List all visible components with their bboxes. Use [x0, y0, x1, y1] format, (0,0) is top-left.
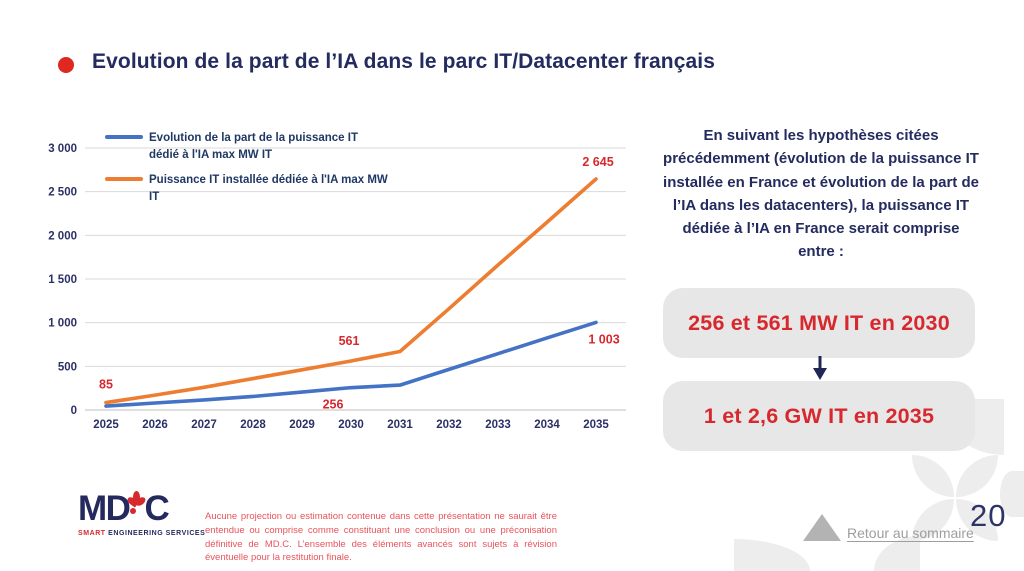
y-tick-label: 3 000: [48, 143, 77, 155]
series-line-1: [104, 177, 598, 405]
legend-item-orange: Puissance IT installée dédiée à l'IA max…: [105, 172, 391, 205]
petal-decoration: [734, 399, 1024, 571]
legend-label: Evolution de la part de la puissance IT …: [149, 132, 358, 161]
data-label: 2 645: [582, 155, 613, 169]
x-tick-label: 2031: [387, 419, 413, 431]
legend-item-blue: Evolution de la part de la puissance IT …: [105, 130, 391, 163]
x-tick-label: 2032: [436, 419, 462, 431]
triangle-icon: [803, 514, 841, 541]
legend-label: Puissance IT installée dédiée à l'IA max…: [149, 174, 388, 204]
logo-tagline: SMART ENGINEERING SERVICES: [78, 530, 205, 537]
logo-tagline-smart: SMART: [78, 530, 106, 537]
logo-md-text: MD: [78, 489, 131, 528]
legend-swatch-orange-line: [105, 177, 143, 182]
chart-canvas: 0 500 1 000 1 500 2 000 2 500 3 000 2025 2026 202…: [48, 143, 626, 431]
x-tick-label: 2028: [240, 419, 266, 431]
petal-shape: [912, 455, 954, 497]
mdc-flower-icon: [126, 491, 148, 521]
x-tick-label: 2026: [142, 419, 168, 431]
x-tick-label: 2035: [583, 419, 609, 431]
result-2030-text: 256 et 561 MW IT en 2030: [688, 310, 950, 335]
logo-c-text: C: [144, 489, 169, 528]
data-label: 1 003: [588, 332, 619, 346]
y-tick-label: 500: [58, 361, 77, 373]
down-arrow-icon: [813, 356, 827, 380]
petal-shape: [1000, 471, 1024, 517]
hypothesis-paragraph: En suivant les hypothèses citées précéde…: [663, 127, 979, 261]
result-box-2035: 1 et 2,6 GW IT en 2035: [663, 381, 975, 451]
x-tick-label: 2033: [485, 419, 511, 431]
series-line-0: [104, 320, 598, 408]
result-box-2030: 256 et 561 MW IT en 2030: [663, 288, 975, 358]
page-title: Evolution de la part de l’IA dans le par…: [92, 50, 715, 73]
y-tick-label: 2 000: [48, 230, 77, 242]
logo-tagline-rest: ENGINEERING SERVICES: [105, 530, 206, 537]
result-2035-text: 1 et 2,6 GW IT en 2035: [703, 403, 935, 428]
back-to-summary-link[interactable]: Retour au sommaire: [847, 525, 974, 541]
petal-shape: [956, 455, 998, 497]
petal-shape: [874, 536, 920, 571]
y-tick-label: 1 500: [48, 274, 77, 286]
bullet-dot-icon: [58, 57, 74, 73]
x-tick-label: 2029: [289, 419, 315, 431]
data-label: 561: [339, 334, 360, 348]
x-tick-label: 2025: [93, 419, 119, 431]
disclaimer-text: Aucune projection ou estimation contenue…: [205, 511, 557, 564]
x-tick-label: 2027: [191, 419, 217, 431]
page-number: 20: [970, 498, 1007, 533]
chart-area: 0 500 1 000 1 500 2 000 2 500 3 000 2025 2026 202…: [20, 115, 660, 450]
y-tick-label: 2 500: [48, 187, 77, 199]
petal-shape: [734, 539, 810, 571]
x-tick-label: 2034: [534, 419, 560, 431]
mdc-logo: MD C SMART ENGINEERING SERVICES: [78, 491, 205, 537]
y-tick-label: 0: [71, 405, 77, 417]
y-tick-label: 1 000: [48, 318, 77, 330]
legend-swatch-blue-line: [105, 135, 143, 139]
x-tick-label: 2030: [338, 419, 364, 431]
mdc-logo-word: MD C: [78, 491, 188, 526]
data-label: 256: [323, 398, 344, 412]
chart-legend: Evolution de la part de la puissance IT …: [105, 130, 391, 215]
data-label: 85: [99, 378, 113, 392]
